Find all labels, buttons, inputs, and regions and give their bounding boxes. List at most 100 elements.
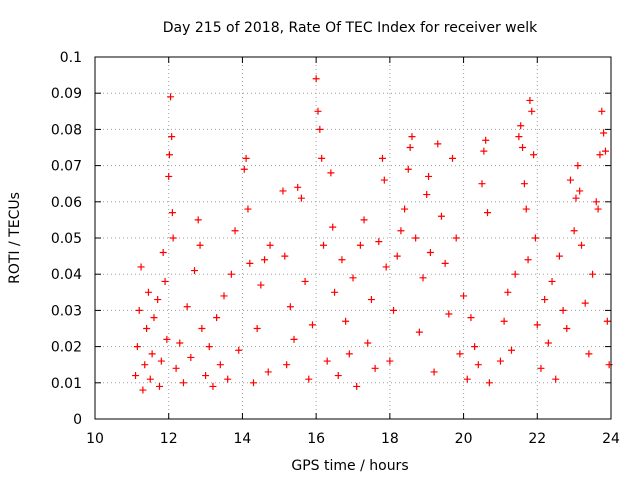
data-point — [320, 241, 328, 249]
data-point — [323, 357, 331, 365]
data-point — [460, 292, 468, 300]
data-point — [528, 107, 536, 115]
data-point — [360, 216, 368, 224]
data-point — [342, 317, 350, 325]
data-point — [290, 335, 298, 343]
data-point — [426, 248, 434, 256]
data-point — [541, 296, 549, 304]
y-tick-label: 0.08 — [51, 122, 82, 138]
data-point — [345, 350, 353, 358]
data-point — [169, 234, 177, 242]
data-point — [349, 274, 357, 282]
data-point — [530, 151, 538, 159]
data-point — [205, 343, 213, 351]
data-point — [187, 353, 195, 361]
data-point — [150, 314, 158, 322]
data-point — [555, 252, 563, 260]
data-point — [220, 292, 228, 300]
x-tick-label: 10 — [86, 431, 104, 447]
data-point — [375, 238, 383, 246]
y-tick-label: 0 — [73, 412, 82, 428]
data-point — [404, 165, 412, 173]
data-point — [485, 379, 493, 387]
data-point — [146, 375, 154, 383]
data-point — [165, 151, 173, 159]
data-point — [283, 361, 291, 369]
axis-ticks — [94, 56, 612, 420]
data-point — [419, 274, 427, 282]
y-tick-label: 0.1 — [60, 50, 82, 66]
data-point — [408, 133, 416, 141]
data-point — [249, 379, 257, 387]
data-points — [132, 75, 613, 394]
data-point — [167, 93, 175, 101]
y-tick-label: 0.05 — [51, 231, 82, 247]
data-point — [605, 361, 613, 369]
data-point — [141, 361, 149, 369]
data-point — [507, 346, 515, 354]
data-point — [434, 140, 442, 148]
data-point — [559, 306, 567, 314]
data-point — [135, 306, 143, 314]
data-point — [168, 133, 176, 141]
data-point — [563, 325, 571, 332]
data-point — [445, 310, 453, 318]
data-point — [356, 241, 364, 249]
data-point — [163, 335, 171, 343]
chart-title: Day 215 of 2018, Rate Of TEC Index for r… — [163, 20, 538, 36]
data-point — [286, 303, 294, 311]
data-point — [242, 154, 250, 162]
data-point — [576, 187, 584, 195]
data-point — [312, 75, 320, 83]
data-point — [172, 364, 180, 372]
data-point — [484, 209, 492, 217]
data-point — [198, 325, 206, 332]
data-point — [390, 306, 398, 314]
data-point — [139, 386, 147, 394]
data-point — [261, 256, 269, 264]
data-point — [596, 151, 604, 159]
data-point — [154, 296, 162, 304]
data-point — [482, 136, 490, 144]
data-point — [329, 223, 337, 231]
data-point — [196, 241, 204, 249]
y-tick-label: 0.06 — [51, 195, 82, 211]
data-point — [496, 357, 504, 365]
data-point — [578, 241, 586, 249]
data-point — [213, 314, 221, 322]
y-tick-label: 0.01 — [51, 376, 82, 392]
data-point — [441, 259, 449, 267]
y-tick-label: 0.09 — [51, 86, 82, 102]
data-point — [257, 281, 265, 289]
data-point — [331, 288, 339, 296]
data-point — [574, 162, 582, 170]
data-point — [179, 379, 187, 387]
data-point — [425, 172, 433, 180]
data-point — [305, 375, 313, 383]
data-point — [301, 277, 309, 285]
data-point — [581, 299, 589, 307]
data-point — [412, 234, 420, 242]
data-point — [517, 122, 525, 130]
data-point — [585, 350, 593, 358]
data-point — [281, 252, 289, 260]
data-point — [478, 180, 486, 188]
data-point — [378, 154, 386, 162]
y-tick-label: 0.02 — [51, 340, 82, 356]
data-point — [430, 368, 438, 376]
data-point — [531, 234, 539, 242]
x-axis-label: GPS time / hours — [291, 458, 408, 474]
data-point — [279, 187, 287, 195]
x-tick-labels: 10 12 14 16 18 20 22 24 — [86, 431, 620, 447]
y-tick-label: 0.04 — [51, 267, 82, 283]
data-point — [603, 317, 611, 325]
data-point — [463, 375, 471, 383]
data-point — [264, 368, 272, 376]
data-point — [334, 372, 342, 380]
data-point — [524, 256, 532, 264]
data-point — [533, 321, 541, 329]
data-point — [364, 339, 372, 347]
data-point — [161, 277, 169, 285]
data-point — [253, 325, 261, 332]
